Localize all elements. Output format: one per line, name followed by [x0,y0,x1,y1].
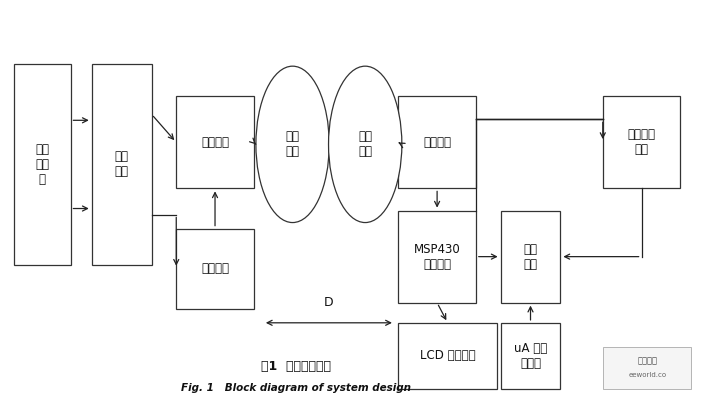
Text: MSP430
控制系统: MSP430 控制系统 [414,243,460,271]
Bar [176,96,254,188]
Text: uA 表头
电流表: uA 表头 电流表 [514,342,547,370]
Text: 充电方式
选择: 充电方式 选择 [627,128,656,156]
Text: D: D [324,296,333,309]
Text: 耦合
线圈: 耦合 线圈 [286,130,300,158]
Text: Fig. 1   Block diagram of system design: Fig. 1 Block diagram of system design [181,383,411,393]
Text: 交直
流供
电: 交直 流供 电 [35,143,49,186]
Bar [398,323,497,389]
Text: LCD 充电指示: LCD 充电指示 [420,349,475,363]
Text: 恒流
充电: 恒流 充电 [524,243,537,271]
Text: 整流稳压: 整流稳压 [423,136,451,149]
Bar [14,64,70,265]
Text: 耦合
线圈: 耦合 线圈 [358,130,372,158]
Text: 频率振荡: 频率振荡 [201,262,229,275]
Ellipse shape [256,66,329,223]
Text: 电源
管理: 电源 管理 [115,150,128,178]
Text: 图1  系统设计框图: 图1 系统设计框图 [261,360,331,373]
Bar [501,323,560,389]
Bar [501,211,560,303]
Text: eeworld.co: eeworld.co [628,372,666,378]
Bar [92,64,152,265]
Bar [603,347,691,389]
Text: 电子工程: 电子工程 [637,356,657,365]
Bar [176,229,254,309]
Bar [398,96,476,188]
Bar [398,211,476,303]
Ellipse shape [329,66,402,223]
Text: 功率放大: 功率放大 [201,136,229,149]
Bar [603,96,680,188]
